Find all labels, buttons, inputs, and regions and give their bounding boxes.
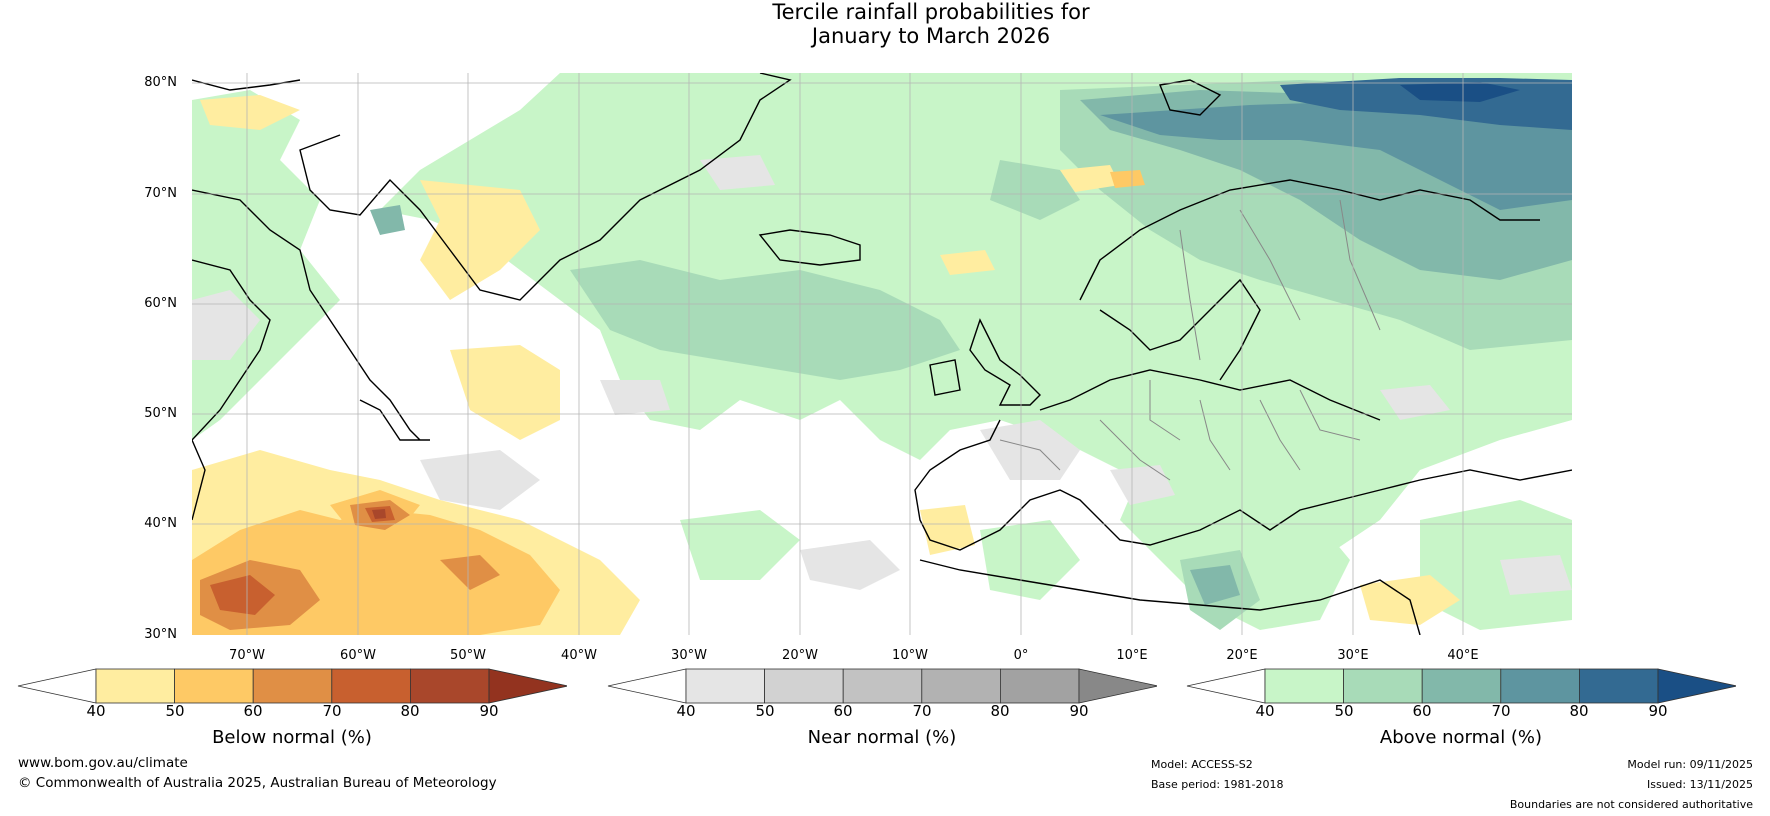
lat-label-80n: 80°N xyxy=(144,75,177,90)
tick-label: 50 xyxy=(1334,702,1354,720)
lon-label-20w: 20°W xyxy=(782,648,818,663)
graticule xyxy=(192,73,1572,635)
tick-label: 60 xyxy=(1412,702,1432,720)
lon-label-10w: 10°W xyxy=(892,648,928,663)
lon-label-40w: 40°W xyxy=(561,648,597,663)
north-america-coast xyxy=(192,79,430,521)
tick-label: 70 xyxy=(1491,702,1511,720)
greenland-coast xyxy=(299,73,792,301)
colorbar-near-normal xyxy=(607,668,1157,704)
lon-label-30w: 30°W xyxy=(671,648,707,663)
tick-label: 90 xyxy=(1069,702,1089,720)
lon-label-30e: 30°E xyxy=(1337,648,1369,663)
colorbar-swatch xyxy=(409,668,490,704)
tick-label: 70 xyxy=(322,702,342,720)
title-line-2: January to March 2026 xyxy=(811,24,1051,48)
disclaimer-text: Boundaries are not considered authoritat… xyxy=(1509,798,1753,811)
title-line-1: Tercile rainfall probabilities for xyxy=(772,0,1090,24)
colorbar-swatch xyxy=(685,668,765,704)
tick-label: 70 xyxy=(912,702,932,720)
scandinavia-coast xyxy=(1079,179,1540,381)
near-normal-fields xyxy=(192,155,1572,595)
colorbar-above-normal xyxy=(1186,668,1736,704)
tick-label: 80 xyxy=(400,702,420,720)
model-text: Model: ACCESS-S2 xyxy=(1151,758,1253,771)
colorbar-swatch xyxy=(842,668,923,704)
tick-label: 50 xyxy=(755,702,775,720)
lat-label-40n: 40°N xyxy=(144,516,177,531)
colorbar-swatch xyxy=(174,668,254,704)
colorbar-lower-extend xyxy=(1186,668,1266,704)
lon-label-60w: 60°W xyxy=(340,648,376,663)
colorbar-upper-extend xyxy=(488,668,567,704)
svalbard-coast xyxy=(1159,79,1222,116)
lat-label-70n: 70°N xyxy=(144,186,177,201)
tick-label: 80 xyxy=(1569,702,1589,720)
iceland-coast xyxy=(758,229,861,266)
lon-label-10e: 10°E xyxy=(1116,648,1148,663)
lon-label-20e: 20°E xyxy=(1226,648,1258,663)
issued-text: Issued: 13/11/2025 xyxy=(1646,778,1753,791)
model-run-text: Model run: 09/11/2025 xyxy=(1627,758,1753,771)
copyright-text: © Commonwealth of Australia 2025, Austra… xyxy=(18,775,497,791)
colorbar-lower-extend xyxy=(607,668,687,704)
tick-label: 40 xyxy=(1255,702,1275,720)
country-boundaries xyxy=(999,199,1381,481)
lon-label-70w: 70°W xyxy=(229,648,265,663)
europe-coast xyxy=(914,369,1572,635)
colorbar-swatch xyxy=(95,668,175,704)
map-title: Tercile rainfall probabilities for Janua… xyxy=(0,0,1770,48)
tick-label: 90 xyxy=(479,702,499,720)
colorbar-swatch xyxy=(1500,668,1580,704)
colorbar-swatch xyxy=(1578,668,1659,704)
colorbar-title-below: Below normal (%) xyxy=(212,727,372,748)
colorbar-swatch xyxy=(1421,668,1502,704)
tick-label: 40 xyxy=(86,702,106,720)
above-normal-high xyxy=(370,78,1572,605)
colorbar-swatch xyxy=(1264,668,1344,704)
colorbar-upper-extend xyxy=(1657,668,1736,704)
colorbar-swatch xyxy=(252,668,333,704)
ireland-coast xyxy=(929,359,961,396)
colorbar-title-near: Near normal (%) xyxy=(807,727,957,748)
colorbar-swatch xyxy=(921,668,1001,704)
website-link[interactable]: www.bom.gov.au/climate xyxy=(18,755,188,771)
tick-label: 50 xyxy=(165,702,185,720)
great-britain-coast xyxy=(969,318,1041,406)
colorbar-upper-extend xyxy=(1078,668,1157,704)
tick-label: 90 xyxy=(1648,702,1668,720)
tick-label: 80 xyxy=(990,702,1010,720)
colorbar-swatch xyxy=(1343,668,1423,704)
colorbar-swatch xyxy=(331,668,411,704)
lat-label-60n: 60°N xyxy=(144,296,177,311)
colorbar-title-above: Above normal (%) xyxy=(1379,727,1543,748)
tick-label: 40 xyxy=(676,702,696,720)
lon-label-40e: 40°E xyxy=(1447,648,1479,663)
colorbar-swatch xyxy=(999,668,1080,704)
lat-label-50n: 50°N xyxy=(144,406,177,421)
lon-label-50w: 50°W xyxy=(450,648,486,663)
lat-label-30n: 30°N xyxy=(144,627,177,642)
tick-label: 60 xyxy=(243,702,263,720)
colorbar-swatch xyxy=(764,668,844,704)
base-period-text: Base period: 1981-2018 xyxy=(1151,778,1284,791)
tick-label: 60 xyxy=(833,702,853,720)
colorbar-below-normal xyxy=(17,668,567,704)
colorbar-lower-extend xyxy=(17,668,97,704)
lon-label-0: 0° xyxy=(1013,648,1029,663)
coastlines xyxy=(192,73,1572,635)
